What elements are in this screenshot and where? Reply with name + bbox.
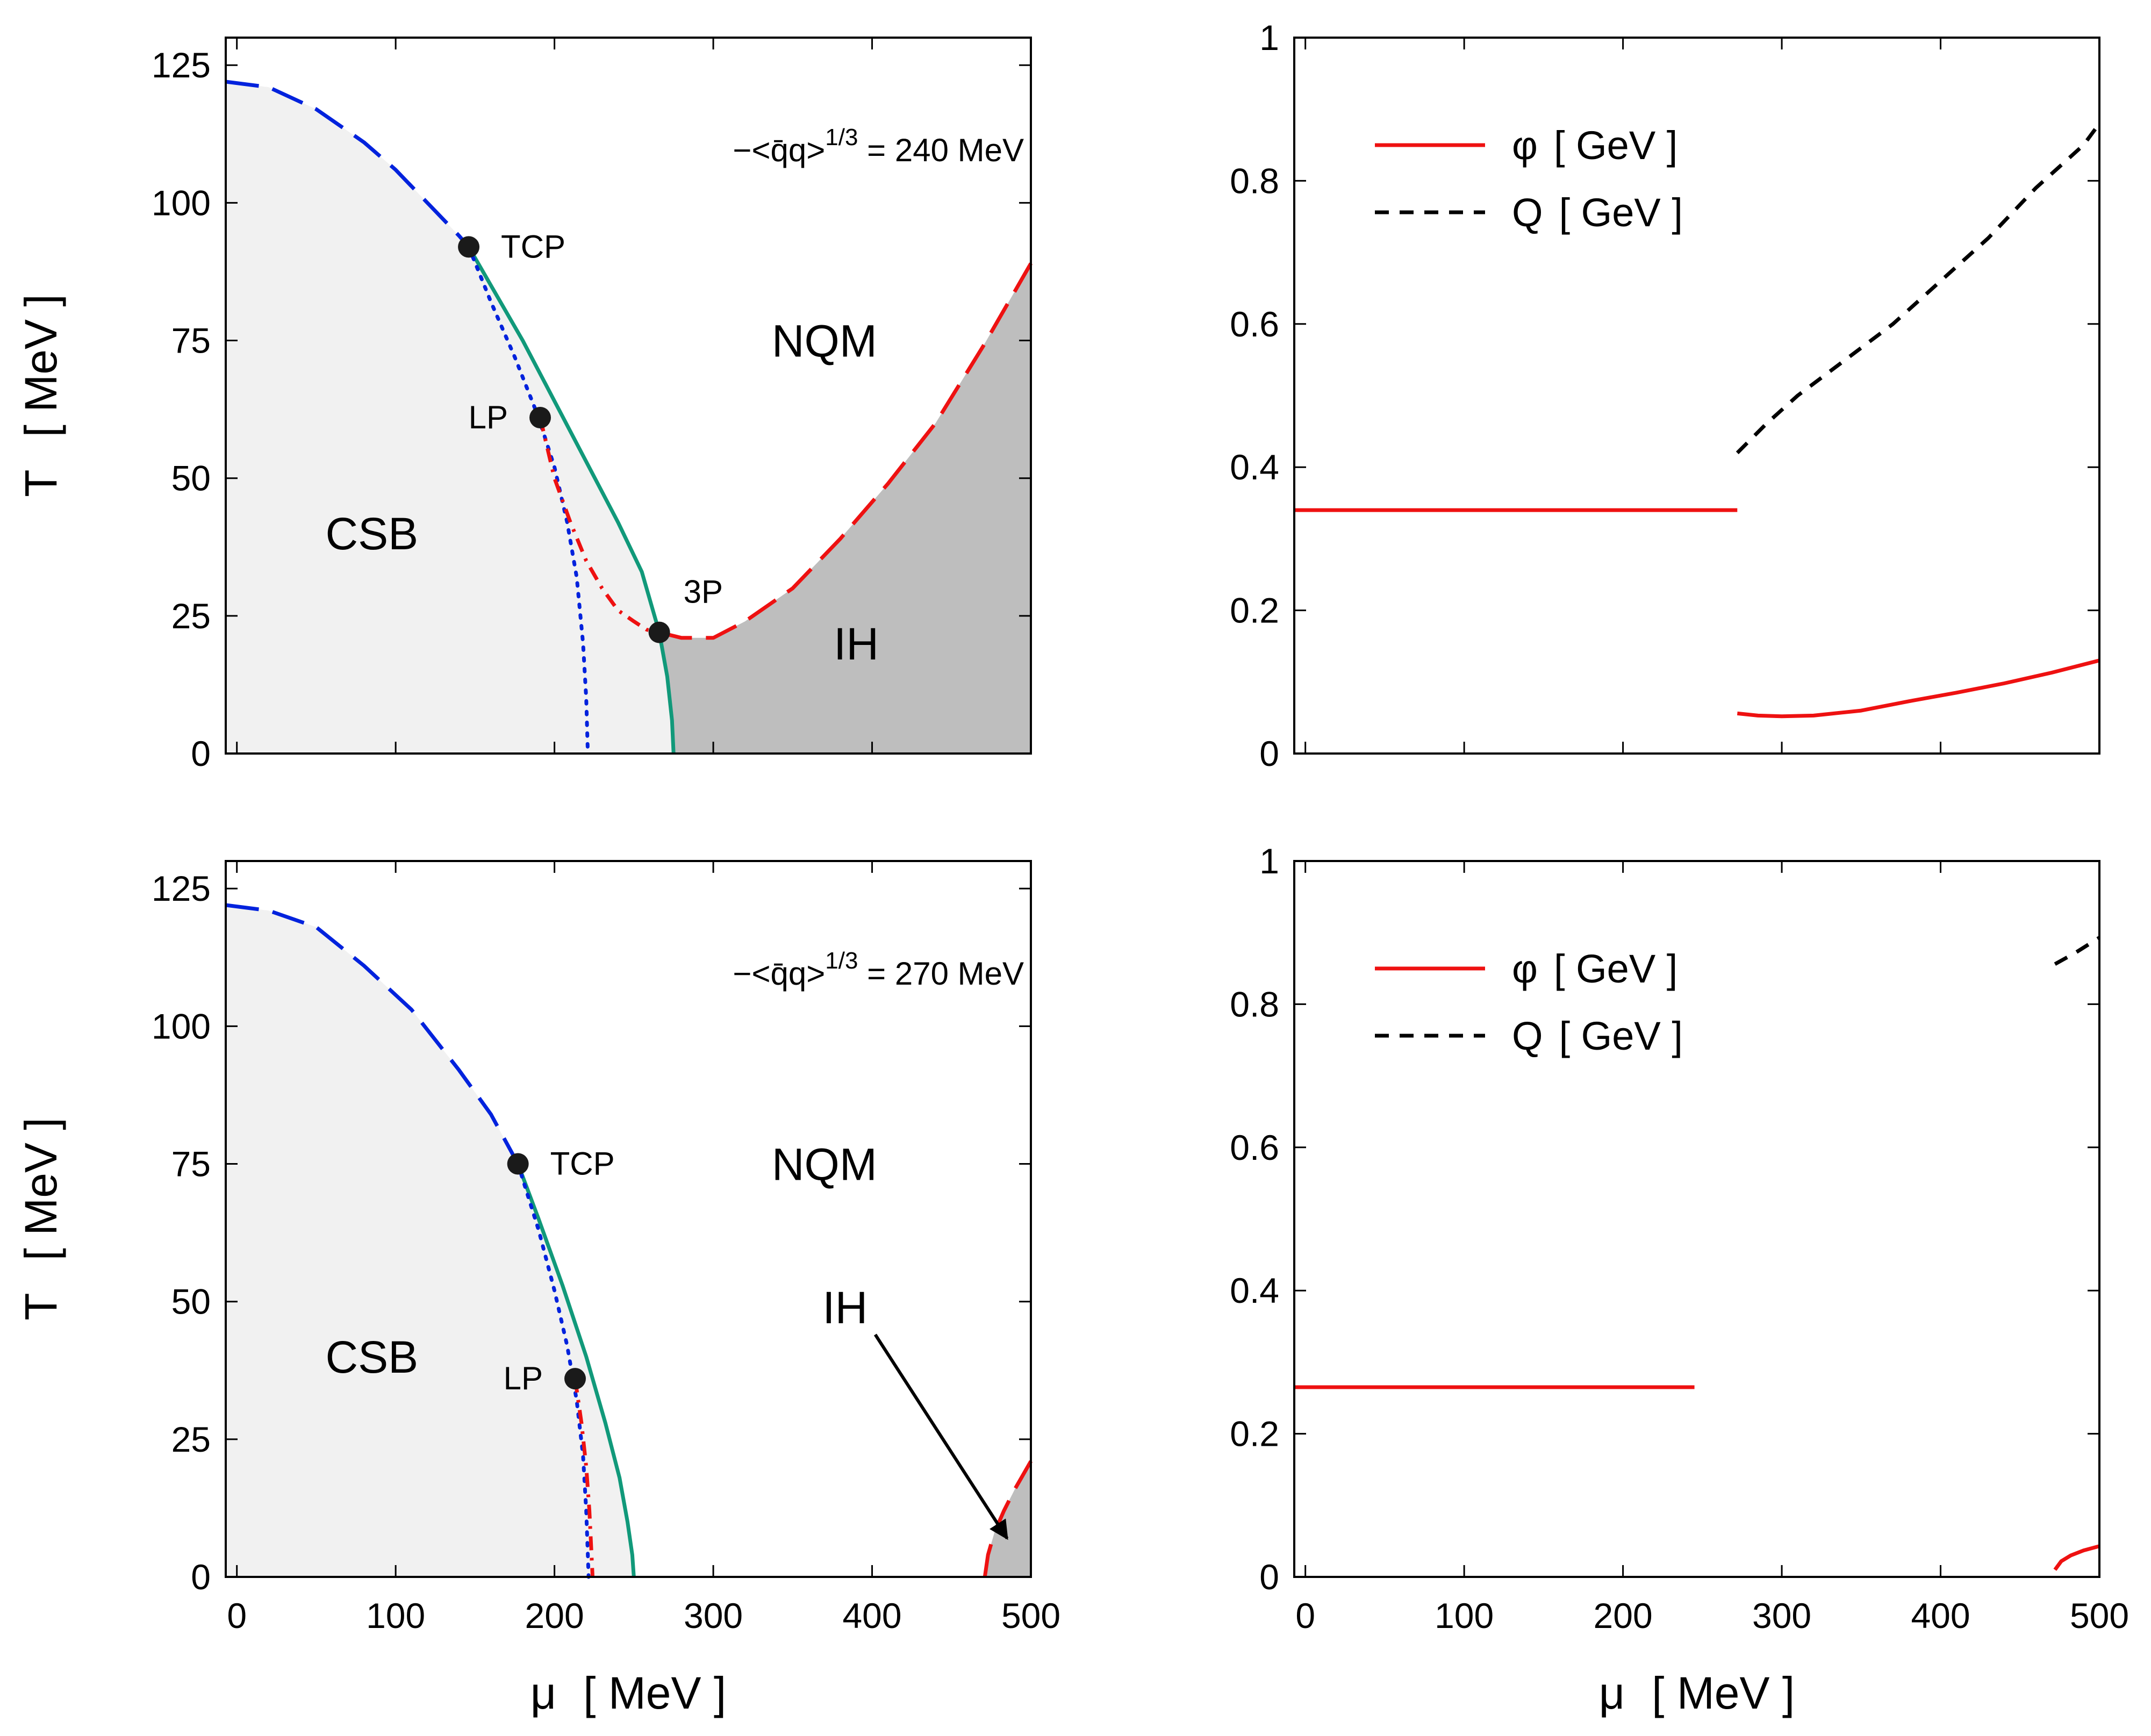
series-q xyxy=(1736,122,2101,455)
region-label-nqm: NQM xyxy=(772,316,877,367)
point-3p xyxy=(648,621,670,643)
series-lp-to-cep-boundary xyxy=(573,1378,594,1577)
y-tick-label: 125 xyxy=(152,869,211,908)
point-label-tcp: TCP xyxy=(550,1146,615,1182)
plot-frame xyxy=(225,37,1032,755)
y-tick-label: 0.8 xyxy=(1230,984,1279,1024)
y-axis-symbol: T xyxy=(16,1293,66,1320)
condensate-annotation: −<q̄q>1/3 = 240 MeV xyxy=(733,124,1024,168)
condensate-exponent: 1/3 xyxy=(825,948,858,974)
y-tick-label: 50 xyxy=(171,1282,211,1322)
y-tick-label: 100 xyxy=(152,183,211,223)
legend-label-phi: φ[ GeV ] xyxy=(1512,946,1677,991)
plot-frame xyxy=(1293,37,2100,755)
x-tick-label: 200 xyxy=(525,1596,584,1635)
panel-phase-bottom: 0 100 200 300 400 500 0 25 50 75 100 125 μ [ MeV ] T [ … xyxy=(16,860,1060,1718)
x-tick-label: 400 xyxy=(842,1596,901,1635)
x-axis-unit: [ MeV ] xyxy=(583,1668,726,1718)
point-lp xyxy=(564,1368,586,1390)
legend-label-q: Q[ GeV ] xyxy=(1512,190,1683,235)
x-tick-label: 300 xyxy=(1752,1596,1811,1635)
x-tick-label: 200 xyxy=(1594,1596,1653,1635)
x-tick-label: 500 xyxy=(2070,1596,2129,1635)
point-tcp xyxy=(458,236,480,258)
x-axis-label: μ [ MeV ] xyxy=(530,1668,726,1718)
series-first-order-boundary xyxy=(516,1163,636,1577)
x-tick-label: 0 xyxy=(1295,1596,1315,1635)
series-second-order-chiral-boundary xyxy=(225,80,470,248)
region-label-nqm: NQM xyxy=(772,1139,877,1190)
y-tick-label: 0.6 xyxy=(1230,1128,1279,1167)
x-tick-label: 100 xyxy=(366,1596,425,1635)
y-axis-label: T [ MeV ] xyxy=(16,1117,66,1320)
y-tick-label: 0.2 xyxy=(1230,591,1279,630)
condensate-annotation: −<q̄q>1/3 = 270 MeV xyxy=(733,948,1024,992)
y-tick-label: 0.2 xyxy=(1230,1414,1279,1454)
panel-fields-top: 0 0.2 0.4 0.6 0.8 1 φ[ GeV ] Q[ GeV ] xyxy=(1230,18,2101,773)
x-axis-label: μ [ MeV ] xyxy=(1599,1668,1795,1718)
condensate-exponent: 1/3 xyxy=(825,124,858,150)
y-axis-label: T [ MeV ] xyxy=(16,294,66,497)
series-spinodal xyxy=(516,1162,591,1579)
y-tick-label: 50 xyxy=(171,458,211,498)
series-spinodal xyxy=(467,245,590,756)
y-tick-label: 75 xyxy=(171,1144,211,1184)
point-label-3p: 3P xyxy=(684,574,723,610)
y-tick-label: 25 xyxy=(171,596,211,636)
y-tick-label: 0.8 xyxy=(1230,161,1279,200)
x-axis-symbol: μ xyxy=(1599,1668,1625,1718)
y-tick-label: 75 xyxy=(171,321,211,361)
region-label-ih: IH xyxy=(822,1282,867,1333)
x-tick-label: 100 xyxy=(1435,1596,1494,1635)
y-axis-unit: [ MeV ] xyxy=(16,294,66,437)
y-tick-label: 0 xyxy=(191,1557,211,1597)
series-first-order-boundary xyxy=(467,246,676,754)
x-tick-label: 0 xyxy=(227,1596,247,1635)
series-lp-to-3p-boundary xyxy=(538,417,660,635)
region-label-csb: CSB xyxy=(325,1332,418,1382)
y-tick-label: 0 xyxy=(1259,734,1279,773)
plot-frame xyxy=(225,860,1032,1578)
point-label-lp: LP xyxy=(504,1360,543,1396)
ih-arrow xyxy=(873,1333,1009,1540)
csb-region-fill xyxy=(226,82,674,754)
x-axis-unit: [ MeV ] xyxy=(1652,1668,1795,1718)
csb-region-fill xyxy=(226,905,634,1577)
y-tick-label: 1 xyxy=(1259,841,1279,881)
point-lp xyxy=(529,406,551,428)
y-tick-label: 0.6 xyxy=(1230,304,1279,344)
y-tick-label: 25 xyxy=(171,1419,211,1459)
legend-label-q: Q[ GeV ] xyxy=(1512,1014,1683,1058)
point-label-tcp: TCP xyxy=(501,228,565,264)
x-tick-label: 500 xyxy=(1001,1596,1060,1635)
point-tcp xyxy=(507,1153,529,1175)
series-ih-phase xyxy=(2053,1544,2100,1571)
panel-phase-top: 0 25 50 75 100 125 T [ MeV ] CSB NQM IH −<q̄q>1/3 =… xyxy=(16,37,1033,773)
legend-label-phi: φ[ GeV ] xyxy=(1512,123,1677,168)
series-q xyxy=(2054,936,2100,966)
y-tick-label: 1 xyxy=(1259,18,1279,58)
plot-frame xyxy=(1293,860,2100,1578)
series-second-order-chiral-boundary xyxy=(225,903,520,1165)
region-label-csb: CSB xyxy=(325,508,418,559)
y-axis-symbol: T xyxy=(16,469,66,497)
x-axis-symbol: μ xyxy=(530,1668,556,1718)
series-ih-phase xyxy=(1737,658,2100,719)
y-tick-label: 0 xyxy=(1259,1557,1279,1597)
region-label-ih: IH xyxy=(834,619,879,669)
ih-region-fill xyxy=(659,263,1031,754)
y-axis-unit: [ MeV ] xyxy=(16,1117,66,1260)
panel-fields-bottom: 0 100 200 300 400 500 0 0.2 0.4 0.6 0.8 1 μ [ MeV ] φ[… xyxy=(1230,841,2129,1718)
y-tick-label: 0.4 xyxy=(1230,1271,1279,1310)
y-tick-label: 0 xyxy=(191,734,211,773)
x-tick-label: 400 xyxy=(1911,1596,1970,1635)
y-tick-label: 0.4 xyxy=(1230,447,1279,487)
y-tick-label: 125 xyxy=(152,45,211,85)
point-label-lp: LP xyxy=(469,399,508,435)
y-tick-label: 100 xyxy=(152,1006,211,1046)
ih-region-fill xyxy=(985,1461,1031,1577)
x-tick-label: 300 xyxy=(684,1596,743,1635)
